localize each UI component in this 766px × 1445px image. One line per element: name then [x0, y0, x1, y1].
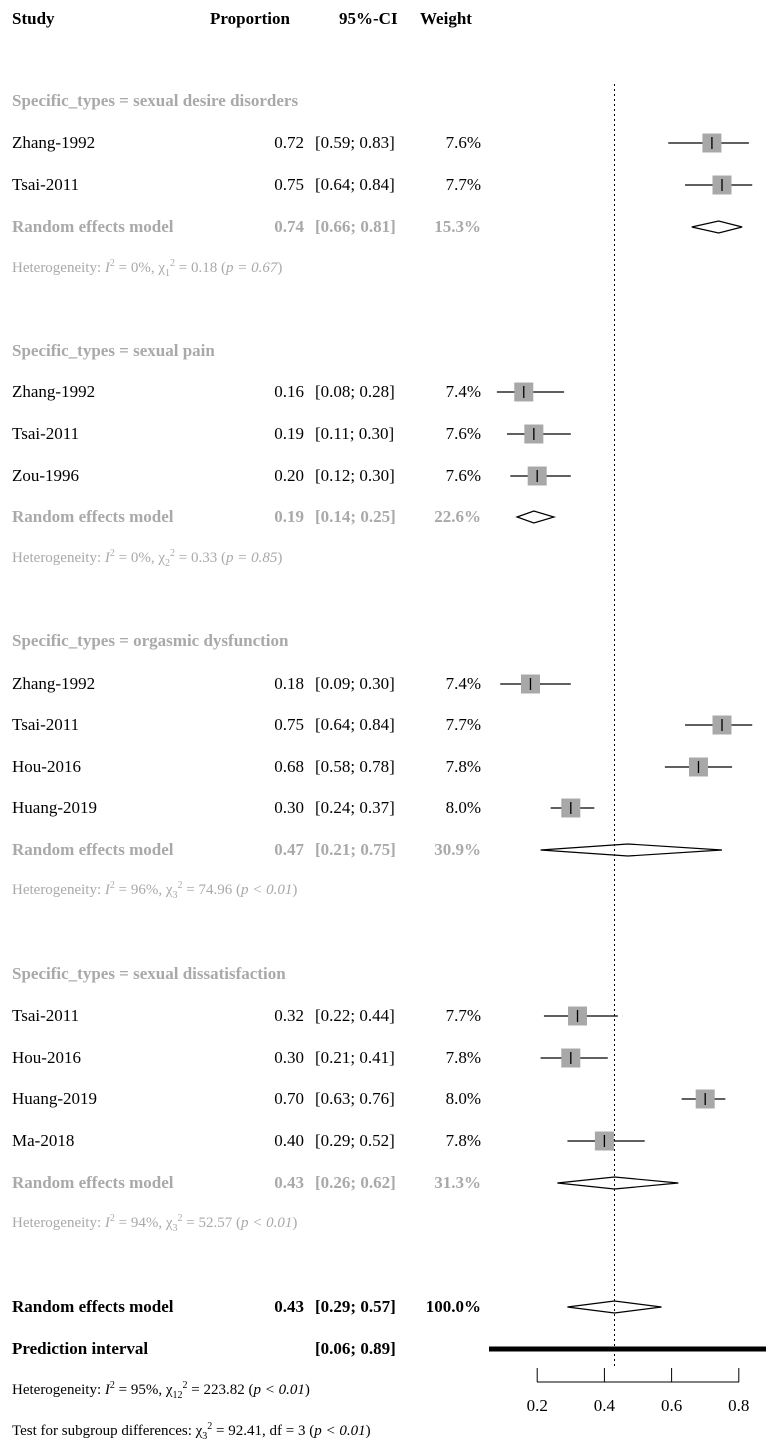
proportion-value: 0.72 — [274, 133, 304, 152]
model-proportion: 0.74 — [274, 217, 304, 236]
weight-value: 8.0% — [445, 1089, 481, 1108]
model-label: Random effects model — [12, 507, 174, 526]
subgroup-label: Specific_types = sexual pain — [12, 341, 215, 360]
study-name: Zhang-1992 — [12, 382, 96, 401]
study-name: Huang-2019 — [12, 798, 97, 817]
model-ci: [0.66; 0.81] — [315, 217, 396, 236]
header-weight: Weight — [420, 9, 472, 28]
model-label: Random effects model — [12, 1173, 174, 1192]
ci-value: [0.59; 0.83] — [315, 133, 395, 152]
proportion-value: 0.18 — [274, 674, 304, 693]
overall-weight: 100.0% — [425, 1297, 481, 1316]
proportion-value: 0.32 — [274, 1006, 304, 1025]
subgroup-label: Specific_types = sexual dissatisfaction — [12, 964, 286, 983]
heterogeneity-text: Test for subgroup differences: χ32 = 92.… — [12, 1421, 371, 1442]
prediction-interval-label: Prediction interval — [12, 1339, 149, 1358]
ci-value: [0.64; 0.84] — [315, 175, 395, 194]
ci-value: [0.63; 0.76] — [315, 1089, 395, 1108]
weight-value: 7.4% — [445, 674, 481, 693]
study-name: Tsai-2011 — [12, 1006, 80, 1025]
summary-diamond — [515, 510, 557, 524]
summary-diamond — [540, 843, 723, 857]
overall-proportion: 0.43 — [274, 1297, 304, 1316]
weight-value: 7.6% — [445, 466, 481, 485]
x-tick-label: 0.2 — [527, 1396, 548, 1415]
study-name: Hou-2016 — [12, 1048, 81, 1067]
study-name: Tsai-2011 — [12, 715, 80, 734]
study-name: Hou-2016 — [12, 757, 81, 776]
weight-value: 7.8% — [445, 757, 481, 776]
weight-value: 7.7% — [445, 1006, 481, 1025]
ci-value: [0.64; 0.84] — [315, 715, 395, 734]
prediction-interval-ci: [0.06; 0.89] — [315, 1339, 396, 1358]
model-ci: [0.21; 0.75] — [315, 840, 396, 859]
study-name: Ma-2018 — [12, 1131, 75, 1150]
ci-value: [0.29; 0.52] — [315, 1131, 395, 1150]
study-name: Tsai-2011 — [12, 175, 80, 194]
proportion-value: 0.40 — [274, 1131, 304, 1150]
proportion-value: 0.16 — [274, 382, 304, 401]
ci-value: [0.22; 0.44] — [315, 1006, 395, 1025]
ci-value: [0.58; 0.78] — [315, 757, 395, 776]
subgroup-test-label: Test for subgroup differences: — [12, 1423, 192, 1439]
summary-diamond — [557, 1176, 679, 1190]
weight-value: 7.7% — [445, 175, 481, 194]
heterogeneity-text: Heterogeneity: I2 = 95%, χ122 = 223.82 (… — [12, 1380, 310, 1401]
study-name: Huang-2019 — [12, 1089, 97, 1108]
model-label: Random effects model — [12, 217, 174, 236]
proportion-value: 0.19 — [274, 424, 304, 443]
model-weight: 30.9% — [434, 840, 481, 859]
heterogeneity-text: Heterogeneity: I2 = 0%, χ22 = 0.33 (p = … — [12, 548, 283, 569]
study-name: Tsai-2011 — [12, 424, 80, 443]
ci-value: [0.12; 0.30] — [315, 466, 395, 485]
overall-ci: [0.29; 0.57] — [315, 1297, 396, 1316]
subgroup-label: Specific_types = orgasmic dysfunction — [12, 631, 289, 650]
study-name: Zou-1996 — [12, 466, 80, 485]
ci-value: [0.11; 0.30] — [315, 424, 395, 443]
model-weight: 31.3% — [434, 1173, 481, 1192]
proportion-value: 0.20 — [274, 466, 304, 485]
model-proportion: 0.43 — [274, 1173, 304, 1192]
weight-value: 8.0% — [445, 798, 481, 817]
subgroup-label: Specific_types = sexual desire disorders — [12, 91, 299, 110]
summary-diamond — [567, 1300, 662, 1314]
header-proportion: Proportion — [210, 9, 290, 28]
summary-diamond — [691, 220, 743, 234]
model-proportion: 0.47 — [274, 840, 304, 859]
ci-value: [0.08; 0.28] — [315, 382, 395, 401]
x-tick-label: 0.6 — [661, 1396, 682, 1415]
model-ci: [0.26; 0.62] — [315, 1173, 396, 1192]
proportion-value: 0.75 — [274, 175, 304, 194]
ci-value: [0.24; 0.37] — [315, 798, 395, 817]
model-proportion: 0.19 — [274, 507, 304, 526]
weight-value: 7.6% — [445, 424, 481, 443]
x-tick-label: 0.8 — [728, 1396, 749, 1415]
header-ci: 95%-CI — [339, 9, 398, 28]
study-name: Zhang-1992 — [12, 674, 96, 693]
weight-value: 7.6% — [445, 133, 481, 152]
header-study: Study — [12, 9, 55, 28]
proportion-value: 0.75 — [274, 715, 304, 734]
proportion-value: 0.68 — [274, 757, 304, 776]
heterogeneity-text: Heterogeneity: I2 = 96%, χ32 = 74.96 (p … — [12, 880, 298, 901]
proportion-value: 0.30 — [274, 798, 304, 817]
ci-value: [0.21; 0.41] — [315, 1048, 395, 1067]
x-tick-label: 0.4 — [594, 1396, 616, 1415]
model-weight: 22.6% — [434, 507, 481, 526]
model-label: Random effects model — [12, 840, 174, 859]
heterogeneity-text: Heterogeneity: I2 = 94%, χ32 = 52.57 (p … — [12, 1213, 298, 1234]
overall-model-label: Random effects model — [12, 1297, 174, 1316]
weight-value: 7.7% — [445, 715, 481, 734]
proportion-value: 0.70 — [274, 1089, 304, 1108]
heterogeneity-text: Heterogeneity: I2 = 0%, χ12 = 0.18 (p = … — [12, 258, 283, 279]
ci-value: [0.09; 0.30] — [315, 674, 395, 693]
study-name: Zhang-1992 — [12, 133, 96, 152]
weight-value: 7.4% — [445, 382, 481, 401]
weight-value: 7.8% — [445, 1048, 481, 1067]
proportion-value: 0.30 — [274, 1048, 304, 1067]
model-weight: 15.3% — [434, 217, 481, 236]
weight-value: 7.8% — [445, 1131, 481, 1150]
model-ci: [0.14; 0.25] — [315, 507, 396, 526]
